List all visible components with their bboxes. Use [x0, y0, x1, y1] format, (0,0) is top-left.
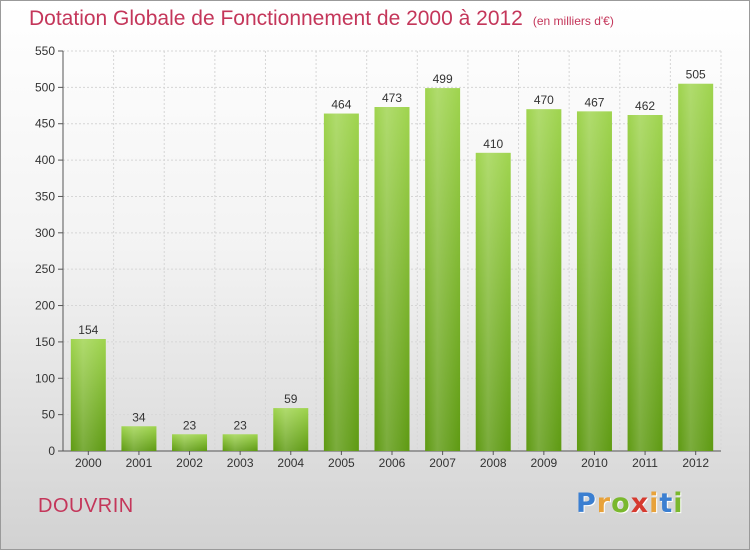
- x-tick-label-2000: 2000: [75, 456, 102, 470]
- unit-label: (en milliers d'€): [532, 14, 614, 28]
- y-tick-label: 350: [35, 189, 55, 203]
- data-label-2010: 467: [584, 95, 604, 109]
- data-label-2007: 499: [433, 72, 453, 86]
- bar-highlight-2010: [576, 111, 612, 451]
- data-label-2008: 410: [483, 137, 503, 151]
- y-tick-label: 150: [35, 335, 55, 349]
- label-layer: 154 34 23 23 59 464 473 499 410 470 467 462 505: [78, 68, 706, 433]
- logo-letter: i: [649, 488, 660, 519]
- logo-letter: r: [596, 488, 612, 519]
- data-label-2006: 473: [382, 91, 402, 105]
- data-label-2001: 34: [132, 410, 146, 424]
- x-tick-label-2003: 2003: [227, 456, 254, 470]
- x-tick-label-2007: 2007: [429, 456, 456, 470]
- y-tick-label: 550: [35, 44, 55, 58]
- y-tick-label: 500: [35, 80, 55, 94]
- data-label-2005: 464: [331, 98, 351, 112]
- x-tick-label-2006: 2006: [379, 456, 406, 470]
- bar-highlight-2009: [526, 109, 562, 451]
- chart-title-text: Dotation Globale de Fonctionnement de 20…: [29, 7, 523, 30]
- proxiti-logo: Proxiti: [576, 488, 684, 519]
- bar-highlight-2012: [678, 83, 714, 452]
- logo-letter: x: [630, 488, 650, 519]
- data-label-2011: 462: [635, 99, 655, 113]
- logo-letter: P: [576, 488, 597, 519]
- bar-highlight-2000: [70, 339, 106, 451]
- chart-title: Dotation Globale de Fonctionnement de 20…: [29, 7, 614, 31]
- y-tick-label: 200: [35, 299, 55, 313]
- logo-letter: i: [673, 488, 684, 519]
- x-tick-label-2011: 2011: [632, 456, 658, 470]
- data-label-2003: 23: [233, 418, 247, 432]
- y-tick-label: 250: [35, 262, 55, 276]
- y-tick-label: 400: [35, 153, 55, 167]
- axis-layer: 0 50 100 150 200 250 300 350 400 450 500 550 2000 200…: [35, 44, 721, 470]
- logo-letter: o: [611, 488, 631, 519]
- x-tick-label-2010: 2010: [581, 456, 608, 470]
- bar-highlight-2001: [121, 426, 157, 451]
- bar-highlight-2011: [627, 115, 663, 451]
- y-tick-label: 450: [35, 117, 55, 131]
- data-label-2009: 470: [534, 93, 554, 107]
- x-tick-label-2008: 2008: [480, 456, 507, 470]
- data-label-2002: 23: [183, 418, 197, 432]
- data-label-2012: 505: [686, 68, 706, 82]
- place-name: DOUVRIN: [38, 495, 134, 517]
- x-tick-label-2001: 2001: [126, 456, 153, 470]
- bar-layer: [70, 83, 714, 452]
- bar-highlight-2002: [172, 434, 208, 451]
- x-tick-label-2004: 2004: [277, 456, 304, 470]
- data-label-2004: 59: [284, 392, 298, 406]
- bar-highlight-2004: [273, 408, 309, 451]
- y-tick-label: 50: [42, 408, 56, 422]
- bar-highlight-2005: [323, 113, 359, 451]
- y-tick-label: 100: [35, 371, 55, 385]
- y-tick-label: 300: [35, 226, 55, 240]
- bar-highlight-2003: [222, 434, 258, 451]
- bar-highlight-2006: [374, 107, 410, 451]
- y-tick-label: 0: [48, 444, 55, 458]
- x-tick-label-2009: 2009: [530, 456, 557, 470]
- bar-highlight-2007: [425, 88, 461, 451]
- x-tick-label-2002: 2002: [176, 456, 203, 470]
- logo-letter: t: [659, 488, 674, 519]
- x-tick-label-2005: 2005: [328, 456, 355, 470]
- bar-highlight-2008: [475, 152, 511, 451]
- data-label-2000: 154: [78, 323, 98, 337]
- x-tick-label-2012: 2012: [682, 456, 709, 470]
